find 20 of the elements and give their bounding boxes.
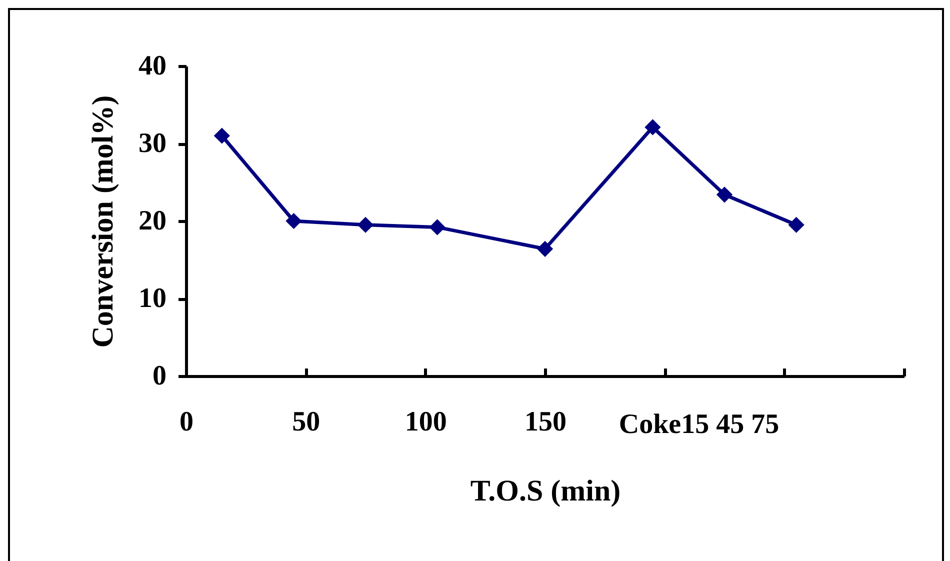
- point: [429, 219, 446, 236]
- text: Coke15 45 75: [618, 409, 780, 440]
- x-tick-label: 150: [524, 406, 566, 438]
- point: [644, 119, 661, 136]
- point: [357, 216, 374, 233]
- y-tick-label: 20: [138, 206, 166, 236]
- x-tick-label: 50: [292, 406, 320, 438]
- point: [716, 186, 733, 203]
- point: [286, 212, 302, 230]
- point: [214, 128, 230, 144]
- point: [788, 216, 804, 233]
- y-tick-label: 40: [138, 50, 166, 82]
- point: [536, 240, 554, 257]
- y-tick-label: 10: [138, 283, 166, 314]
- y-tick-label: 0: [152, 360, 166, 392]
- y-tick-label: 30: [138, 128, 166, 159]
- y-axis-title: Conversion (mol%): [86, 95, 120, 348]
- x-axis-title: T.O.S (min): [470, 474, 621, 508]
- x-tick-label: 0: [180, 406, 194, 438]
- x-tick-label: 100: [404, 406, 447, 438]
